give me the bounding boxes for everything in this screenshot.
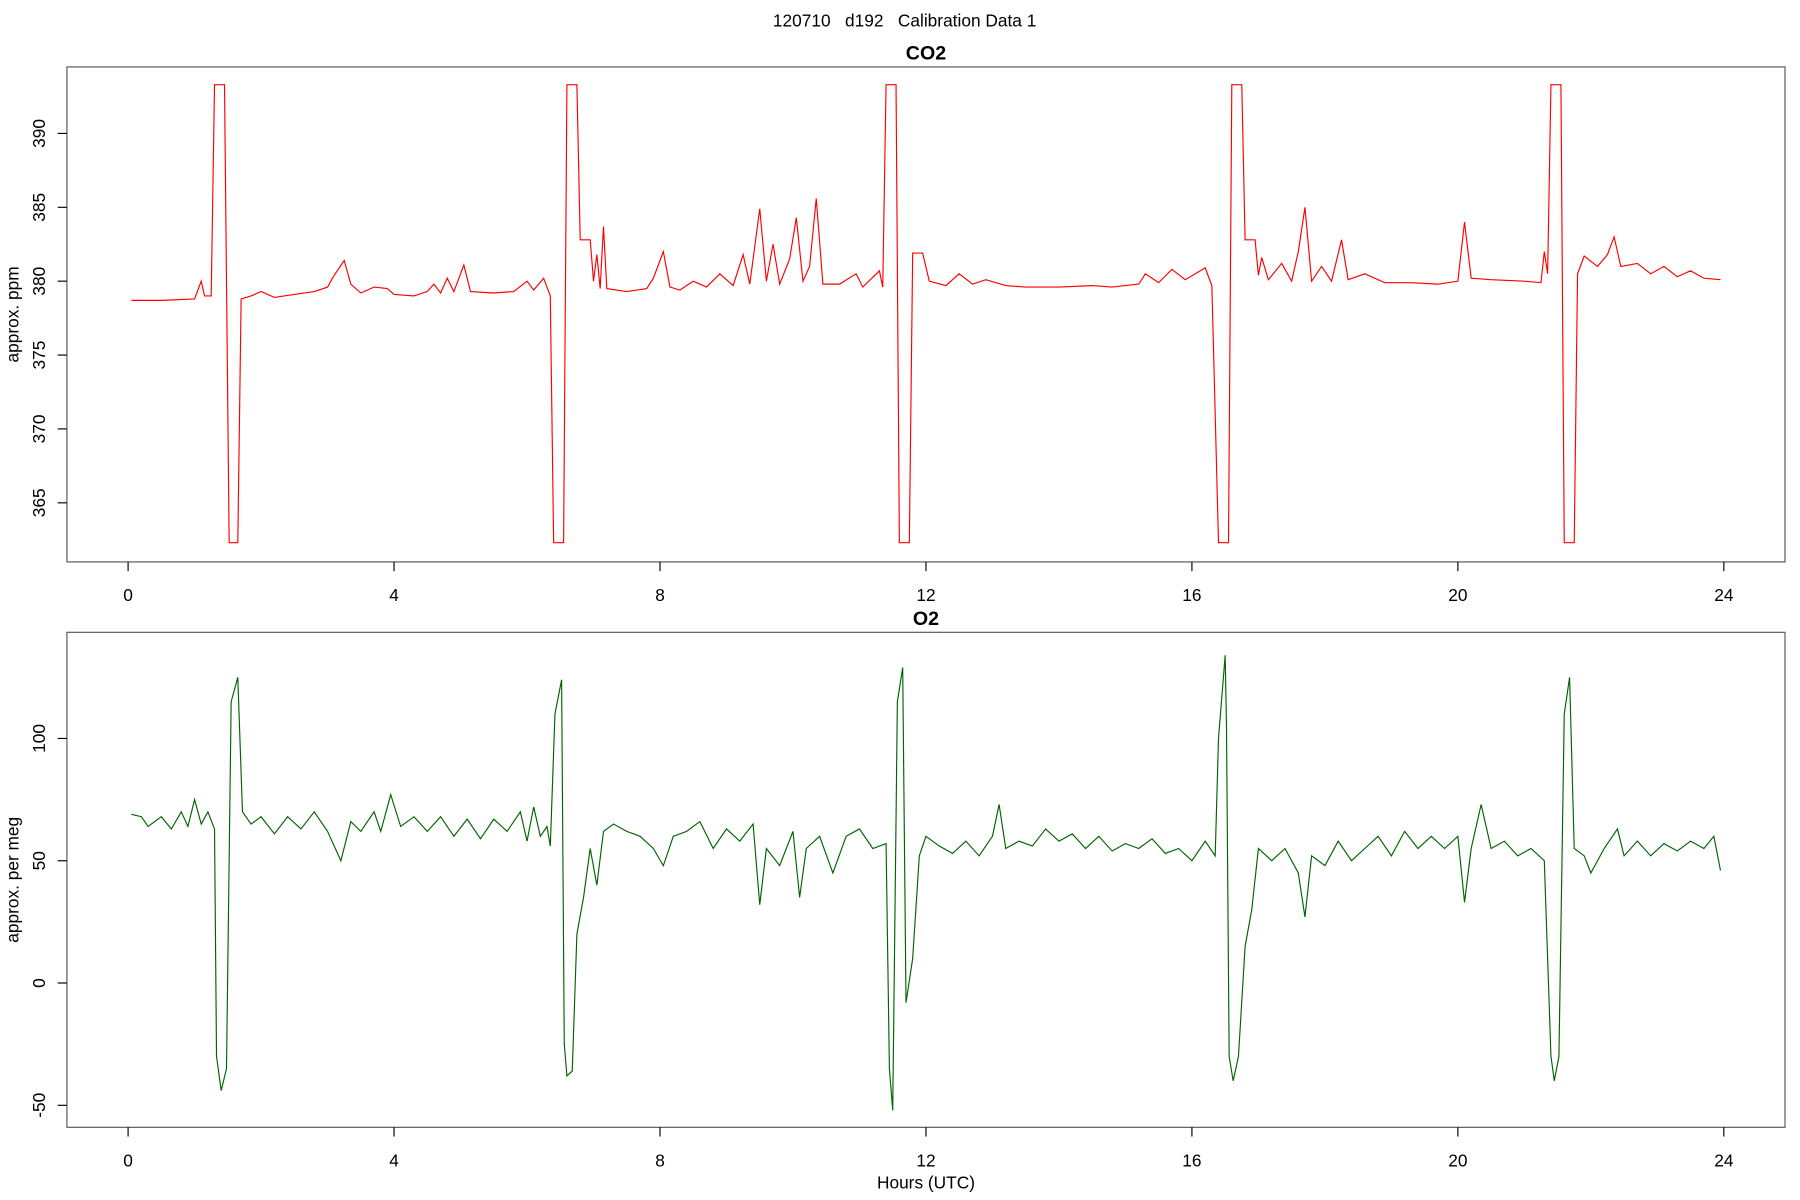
y-tick-label: 50 — [29, 851, 49, 870]
x-tick-label: 4 — [389, 1150, 399, 1170]
y-tick-label: 0 — [29, 978, 49, 988]
figure-title: 120710 d192 Calibration Data 1 — [773, 10, 1036, 30]
y-tick-label: 100 — [29, 724, 49, 753]
x-tick-label: 8 — [655, 585, 665, 605]
y-tick-label: 385 — [29, 193, 49, 222]
x-tick-label: 24 — [1714, 1150, 1734, 1170]
panel-title: CO2 — [906, 42, 946, 64]
y-tick-label: 365 — [29, 488, 49, 517]
x-tick-label: 16 — [1182, 1150, 1201, 1170]
x-tick-label: 8 — [655, 1150, 665, 1170]
y-tick-label: -50 — [29, 1093, 49, 1118]
panel-title: O2 — [913, 608, 939, 630]
y-tick-label: 370 — [29, 415, 49, 444]
x-axis-label: Hours (UTC) — [877, 1172, 975, 1192]
y-tick-label: 390 — [29, 119, 49, 148]
x-tick-label: 16 — [1182, 585, 1201, 605]
x-tick-label: 24 — [1714, 585, 1734, 605]
x-tick-label: 0 — [123, 585, 133, 605]
x-tick-label: 12 — [916, 1150, 935, 1170]
plot-frame — [66, 631, 1786, 1128]
x-tick-label: 0 — [123, 1150, 133, 1170]
x-tick-label: 20 — [1448, 585, 1467, 605]
data-line — [131, 655, 1722, 1111]
data-line — [131, 84, 1721, 544]
y-axis-label: approx. ppm — [2, 266, 22, 362]
y-tick-label: 375 — [29, 341, 49, 370]
x-tick-label: 20 — [1448, 1150, 1467, 1170]
x-tick-label: 4 — [389, 585, 399, 605]
x-tick-label: 12 — [916, 585, 935, 605]
y-tick-label: 380 — [29, 267, 49, 296]
plot-frame — [66, 66, 1786, 563]
y-axis-label: approx. per meg — [2, 817, 22, 943]
